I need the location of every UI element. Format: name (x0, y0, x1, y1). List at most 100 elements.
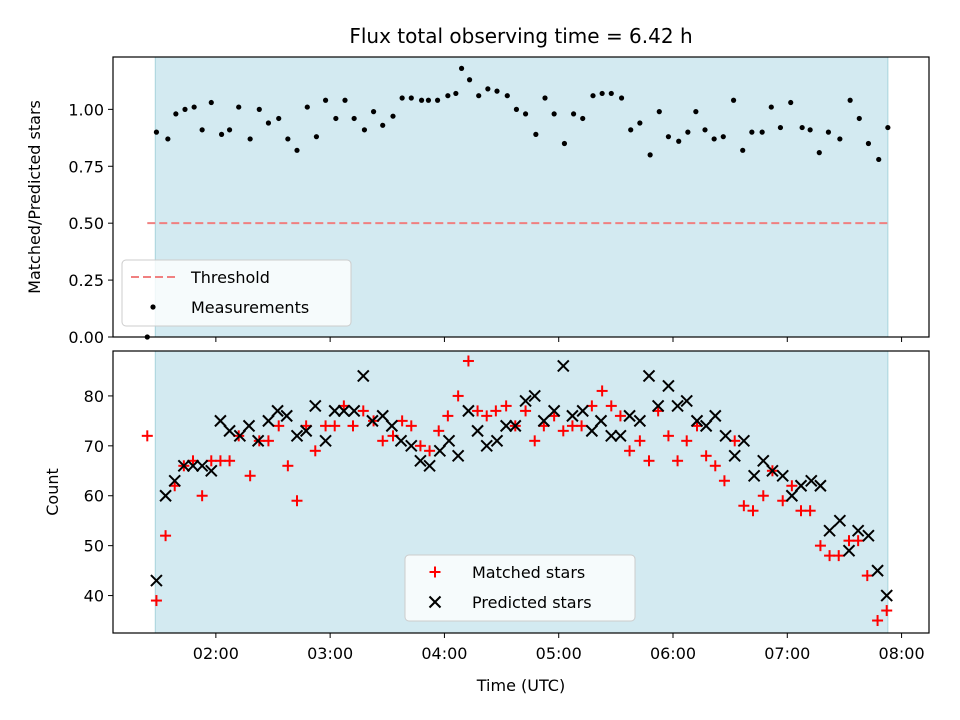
predicted-star-mark-b (376, 409, 389, 423)
predicted-star-mark-b (328, 404, 341, 418)
measurement-point (720, 134, 726, 140)
matched-star-point (614, 410, 626, 422)
predicted-star-point (690, 414, 704, 428)
predicted-star-point (833, 514, 847, 527)
predicted-star-point (862, 529, 875, 542)
measurement-point (628, 127, 634, 133)
top-y-axis-label: Matched/Predicted stars (25, 100, 44, 294)
predicted-star-mark-b (576, 404, 589, 418)
predicted-star-mark-b (851, 524, 865, 537)
predicted-star-point (271, 404, 284, 418)
measurement-point (218, 131, 225, 137)
predicted-star-point (405, 439, 418, 453)
measurement-point (256, 106, 262, 112)
predicted-star-mark-b (537, 414, 551, 428)
matched-star-point (557, 425, 569, 437)
top-plot-frame (112, 56, 930, 338)
predicted-star-point (776, 469, 789, 482)
predicted-star-point (357, 369, 370, 383)
measurement-point (370, 109, 377, 115)
measurement-point (676, 138, 682, 144)
predicted-star-point (699, 419, 713, 433)
matched-star-point (718, 475, 730, 487)
predicted-star-mark-b (214, 414, 227, 428)
predicted-star-mark-b (423, 459, 436, 473)
measurement-point (647, 152, 653, 158)
legend-predicted-swatch-b (428, 595, 442, 609)
measurement-point (191, 104, 197, 110)
predicted-star-point (423, 459, 436, 473)
measurement-point (322, 97, 329, 103)
bottom-x-axis-label: Time (UTC) (476, 676, 565, 695)
predicted-star-mark-b (280, 409, 293, 423)
predicted-star-point (851, 524, 865, 537)
legend-matched-label: Matched stars (472, 563, 585, 582)
measurement-point (590, 93, 596, 99)
matched-star-point (481, 410, 493, 422)
bottom-x-tick-label: 06:00 (650, 644, 696, 663)
measurement-point (466, 77, 473, 83)
predicted-star-mark-b (823, 524, 836, 537)
predicted-star-mark-b (776, 469, 789, 482)
predicted-star-mark-b (186, 459, 200, 473)
predicted-star-point (871, 564, 884, 577)
legend-threshold-label: Threshold (190, 268, 270, 287)
predicted-star-point (614, 429, 627, 443)
bottom-x-tick-label: 03:00 (307, 644, 353, 663)
measurement-point (799, 124, 805, 131)
matched-star-point (738, 500, 750, 512)
predicted-star-mark-b (528, 389, 541, 403)
measurement-point (247, 136, 253, 142)
predicted-star-point (814, 479, 827, 492)
measurement-point (551, 111, 557, 117)
matched-star-point (872, 615, 884, 627)
predicted-star-point (251, 434, 265, 448)
predicted-star-point (337, 404, 351, 418)
matched-star-point (804, 505, 816, 517)
predicted-star-mark-b (414, 454, 427, 468)
measurement-point (608, 90, 614, 97)
matched-star-point (786, 480, 798, 492)
matched-star-point (500, 400, 512, 412)
matched-star-point (861, 570, 873, 582)
measurement-point (837, 136, 843, 142)
measurement-point (542, 95, 548, 101)
measurement-point (825, 129, 832, 135)
matched-star-point (576, 420, 588, 432)
matched-star-point (347, 420, 359, 432)
predicted-star-point (709, 409, 722, 423)
predicted-star-mark-b (319, 434, 332, 448)
matched-star-point (424, 445, 436, 457)
measurement-point (408, 95, 414, 101)
predicted-star-point (394, 434, 408, 448)
matched-star-point (405, 420, 417, 432)
matched-star-point (596, 385, 608, 397)
predicted-star-mark-b (614, 429, 627, 443)
predicted-star-point (195, 459, 209, 473)
matched-star-point (852, 535, 864, 547)
matched-star-point (624, 445, 636, 457)
predicted-star-mark-b (662, 379, 675, 393)
predicted-star-mark-b (699, 419, 713, 433)
predicted-star-point (168, 474, 181, 487)
predicted-star-point (150, 574, 163, 587)
measurement-point (485, 86, 491, 92)
predicted-star-point (309, 399, 322, 413)
predicted-star-point (633, 414, 647, 428)
predicted-star-point (366, 414, 379, 428)
predicted-star-mark-b (680, 394, 693, 408)
bottom-plot-frame (112, 350, 930, 634)
predicted-star-point (205, 464, 218, 477)
top-legend: Threshold Measurements (121, 259, 352, 327)
predicted-star-mark-b (271, 404, 284, 418)
measurement-point (768, 104, 774, 110)
measurement-point (570, 111, 577, 117)
predicted-star-point (328, 404, 341, 418)
predicted-star-mark-b (633, 414, 647, 428)
predicted-star-mark-b (471, 424, 484, 438)
predicted-star-mark-b (728, 449, 741, 463)
predicted-star-mark-b (671, 399, 684, 413)
predicted-star-point (480, 439, 493, 453)
measurement-point (693, 109, 699, 115)
predicted-star-point (385, 419, 399, 433)
